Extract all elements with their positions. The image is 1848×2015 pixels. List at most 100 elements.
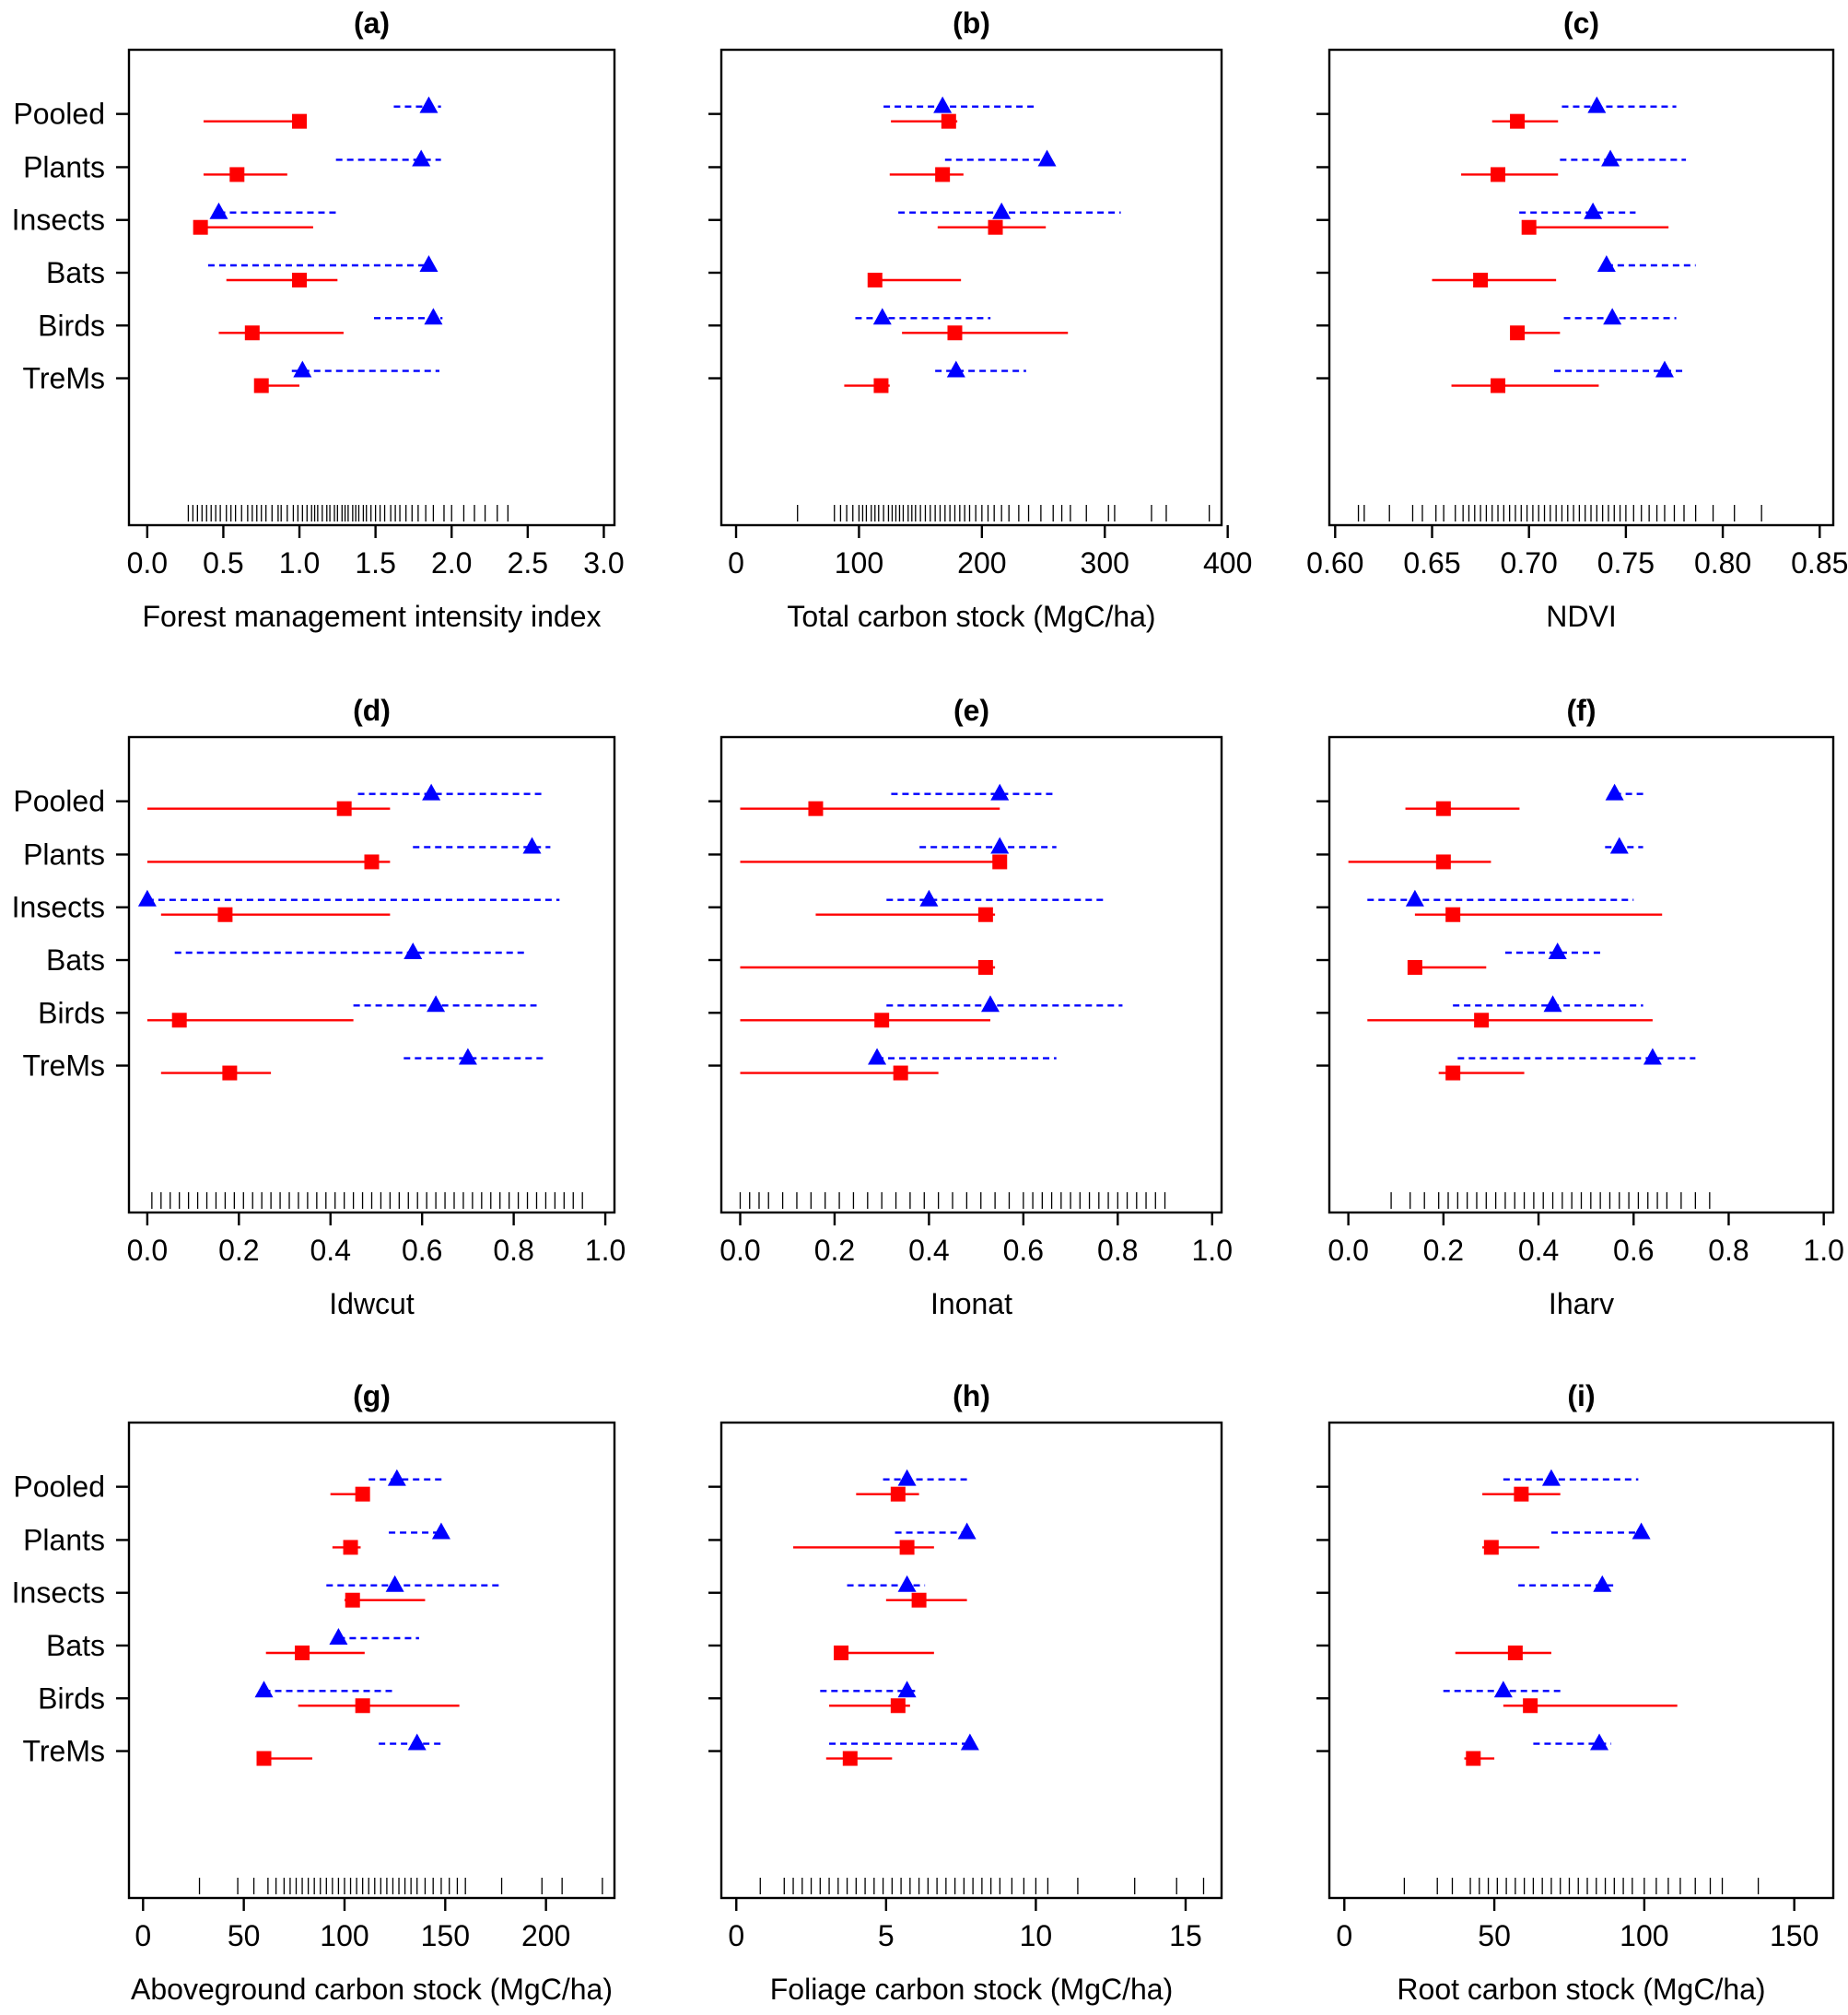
panel-b: (b) 0 100 200 300 400 Total carbon stock (MgC/…	[708, 6, 1252, 633]
x-tick-label: 200	[957, 546, 1006, 580]
red-square-point	[1473, 273, 1489, 288]
x-tick-label: 200	[521, 1919, 570, 1952]
blue-triangle-point	[992, 202, 1012, 219]
category-label: Pooled	[13, 1470, 105, 1504]
blue-triangle-point	[422, 783, 441, 801]
red-square-point	[977, 907, 993, 922]
red-square-point	[911, 1592, 927, 1608]
x-tick-label: 0.0	[127, 546, 168, 580]
x-tick-label: 0.4	[1518, 1234, 1559, 1267]
blue-triangle-point	[1643, 1048, 1662, 1065]
blue-triangle-point	[1548, 943, 1567, 960]
blue-triangle-point	[254, 1681, 274, 1698]
blue-triangle-point	[897, 1575, 917, 1592]
red-square-point	[1521, 219, 1537, 235]
x-tick-label: 1.0	[1192, 1234, 1233, 1267]
category-label: Insects	[12, 204, 105, 237]
category-label: Bats	[46, 256, 105, 289]
category-label: Bats	[46, 1629, 105, 1662]
plot-frame	[1328, 1421, 1835, 1900]
blue-triangle-point	[1632, 1522, 1651, 1540]
x-tick-label: 0.4	[908, 1234, 949, 1267]
panel-title: (i)	[1567, 1379, 1595, 1412]
panel-g: (g) 0 50 100 150 200 Aboveground carbon stock …	[12, 1379, 616, 2006]
x-tick-label: 0.60	[1306, 546, 1363, 580]
x-tick-label: 3.0	[583, 546, 624, 580]
red-square-point	[217, 907, 233, 922]
blue-triangle-point	[1601, 149, 1620, 167]
red-square-point	[1510, 113, 1526, 129]
blue-triangle-point	[1605, 783, 1624, 801]
red-square-point	[935, 167, 951, 182]
panel-title: (b)	[953, 6, 990, 40]
red-square-point	[1514, 1486, 1529, 1502]
blue-triangle-point	[1597, 255, 1616, 273]
red-square-point	[292, 113, 308, 129]
category-label: Pooled	[13, 98, 105, 131]
blue-triangle-point	[387, 1469, 406, 1486]
x-tick-label: 100	[320, 1919, 368, 1952]
x-tick-label: 0	[135, 1919, 151, 1952]
blue-triangle-point	[1543, 995, 1562, 1013]
x-tick-label: 15	[1169, 1919, 1202, 1952]
plot-frame	[127, 1421, 616, 1900]
x-tick-label: 0	[1336, 1919, 1352, 1952]
x-tick-label: 0.0	[719, 1234, 760, 1267]
red-square-point	[1407, 960, 1422, 976]
blue-triangle-point	[1493, 1681, 1513, 1698]
x-axis-title: Iharv	[1549, 1287, 1614, 1320]
category-label: Plants	[23, 838, 105, 871]
plot-frame	[719, 48, 1223, 527]
x-tick-label: 0.65	[1403, 546, 1460, 580]
category-label: Birds	[38, 1681, 105, 1715]
x-tick-label: 150	[421, 1919, 470, 1952]
blue-triangle-point	[522, 837, 542, 854]
x-tick-label: 0.2	[218, 1234, 259, 1267]
panel-f: (f) 0.0 0.2 0.4 0.6 0.8 1.0 Iharv	[1316, 694, 1844, 1320]
blue-triangle-point	[404, 943, 423, 960]
red-square-point	[253, 378, 269, 393]
red-square-point	[222, 1065, 238, 1081]
red-square-point	[1507, 1646, 1523, 1661]
x-axis-title: Forest management intensity index	[142, 600, 601, 633]
panel-d: (d) 0.0 0.2 0.4 0.6 0.8 1.0 Idwcut Pooled Plants I…	[12, 694, 626, 1320]
blue-triangle-point	[1405, 889, 1424, 907]
blue-triangle-point	[897, 1681, 917, 1698]
x-axis-title: Aboveground carbon stock (MgC/ha)	[131, 1973, 613, 2006]
x-tick-label: 0	[728, 546, 744, 580]
red-square-point	[1491, 167, 1506, 182]
blue-triangle-point	[1037, 149, 1057, 167]
plot-frame	[719, 1421, 1223, 1900]
x-tick-label: 0.5	[203, 546, 243, 580]
red-square-point	[1445, 1065, 1461, 1081]
x-tick-label: 100	[1620, 1919, 1668, 1952]
blue-triangle-point	[933, 96, 953, 113]
blue-triangle-point	[990, 837, 1010, 854]
panel-title: (g)	[353, 1379, 391, 1412]
red-square-point	[256, 1751, 272, 1766]
x-tick-label: 0.0	[1328, 1234, 1368, 1267]
category-label: TreMs	[23, 362, 105, 395]
blue-triangle-point	[872, 308, 892, 325]
blue-triangle-point	[1655, 360, 1674, 378]
red-square-point	[355, 1698, 370, 1714]
x-tick-label: 0.75	[1597, 546, 1655, 580]
x-tick-label: 0.2	[814, 1234, 855, 1267]
blue-triangle-point	[1587, 96, 1607, 113]
category-label: Birds	[38, 996, 105, 1029]
plot-frame	[1328, 735, 1835, 1214]
x-tick-label: 0.6	[1003, 1234, 1044, 1267]
red-square-point	[345, 1592, 360, 1608]
blue-triangle-point	[137, 889, 157, 907]
red-square-point	[1474, 1013, 1490, 1028]
x-tick-label: 1.0	[585, 1234, 626, 1267]
x-tick-label: 150	[1770, 1919, 1819, 1952]
category-label: TreMs	[23, 1735, 105, 1768]
blue-triangle-point	[431, 1522, 450, 1540]
red-square-point	[1435, 854, 1451, 870]
red-square-point	[893, 1065, 908, 1081]
red-square-point	[890, 1698, 906, 1714]
x-tick-label: 0	[728, 1919, 744, 1952]
blue-triangle-point	[990, 783, 1010, 801]
blue-triangle-point	[1541, 1469, 1561, 1486]
